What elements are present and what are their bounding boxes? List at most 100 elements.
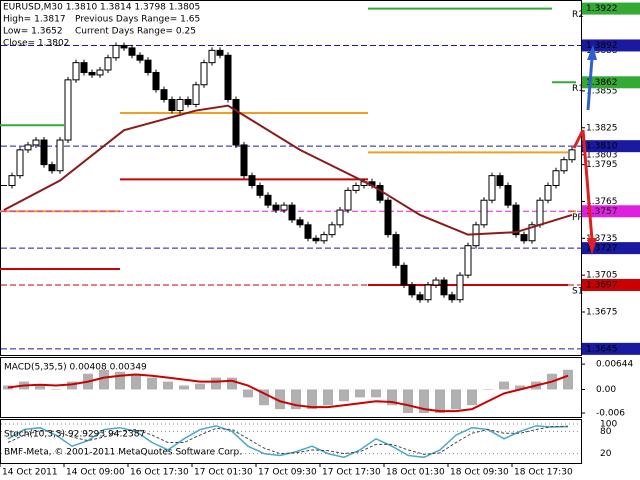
x-tick-label: 14 Oct 09:00 xyxy=(66,468,125,478)
y-tick-label: 80 xyxy=(600,427,612,437)
macd-bar xyxy=(99,369,109,390)
candle xyxy=(256,184,264,196)
level-label: 1.3727 xyxy=(586,244,618,254)
y-tick-label: 1.3855 xyxy=(586,86,618,96)
candle xyxy=(40,139,48,166)
candle xyxy=(456,274,464,301)
main-panel xyxy=(0,0,582,356)
candle xyxy=(312,237,320,242)
x-tick-label: 14 Oct 2011 xyxy=(2,468,58,478)
candle xyxy=(560,159,568,172)
cur-range: Current Days Range= 0.25 xyxy=(75,27,196,37)
level-box xyxy=(582,140,640,153)
y-tick-label: 1.3803 xyxy=(586,150,618,160)
candle xyxy=(328,224,336,236)
macd-bar xyxy=(243,389,253,398)
up-arrow-head xyxy=(587,45,597,60)
moving-average xyxy=(3,104,573,236)
copyright: BMF-Meta, © 2001-2011 MetaQuotes Softwar… xyxy=(4,448,242,458)
y-tick-label: 0.00644 xyxy=(596,360,633,370)
candle xyxy=(168,98,176,112)
candle xyxy=(408,284,416,296)
level-box xyxy=(582,2,640,15)
y-tick-label: 1.3795 xyxy=(586,160,618,170)
candle xyxy=(144,59,152,73)
candle xyxy=(296,219,304,226)
level-label: 1.3922 xyxy=(586,4,618,14)
macd-bar xyxy=(339,389,349,402)
level-box xyxy=(582,242,640,255)
macd-bar xyxy=(355,389,365,398)
y-tick-label: 1.3675 xyxy=(586,308,618,318)
candle xyxy=(56,139,64,172)
down-arrow-head xyxy=(587,238,597,255)
high-info: High= 1.3817 xyxy=(3,15,66,25)
up-arrow xyxy=(586,57,594,111)
macd-bar xyxy=(227,377,237,390)
macd-bar xyxy=(291,389,301,410)
candle xyxy=(544,184,552,201)
candle xyxy=(80,62,88,73)
macd-bar xyxy=(387,389,397,406)
candle xyxy=(208,49,216,64)
candle xyxy=(392,234,400,266)
y-tick-label: 20 xyxy=(600,449,612,459)
y-tick-label: 1.3735 xyxy=(586,234,618,244)
candle xyxy=(400,264,408,286)
prev-range: Previous Days Range= 1.65 xyxy=(75,15,200,25)
macd-bar xyxy=(323,389,333,406)
macd-bar xyxy=(131,373,141,390)
level-label: 1.3810 xyxy=(586,142,618,152)
candle xyxy=(224,54,232,100)
candle xyxy=(112,44,120,59)
candle xyxy=(264,194,272,206)
candle xyxy=(448,294,456,301)
macd-title: MACD(5,35,5) 0.00408 0.00349 xyxy=(4,363,147,373)
candle xyxy=(216,49,224,56)
candle xyxy=(552,170,560,186)
macd-bar xyxy=(499,381,509,390)
candle xyxy=(536,199,544,226)
candle xyxy=(8,175,16,186)
symbol-info: EURUSD,M30 1.3810 1.3814 1.3798 1.3805 xyxy=(3,3,200,13)
stoch-panel xyxy=(0,419,582,464)
level-box xyxy=(582,342,640,355)
candle xyxy=(432,279,440,286)
candle xyxy=(520,234,528,242)
level-box xyxy=(582,76,640,89)
stoch-line xyxy=(7,425,569,455)
macd-bar xyxy=(115,371,125,390)
candle xyxy=(248,175,256,186)
macd-bar xyxy=(419,389,429,414)
x-tick-label: 18 Oct 09:30 xyxy=(450,468,509,478)
candle xyxy=(512,204,520,236)
candle xyxy=(304,224,312,239)
macd-bar xyxy=(147,377,157,390)
candle xyxy=(200,62,208,86)
candle xyxy=(424,284,432,301)
y-tick-label: 1.3825 xyxy=(586,123,618,133)
macd-bar xyxy=(51,389,61,390)
candle xyxy=(104,57,112,71)
level-label: 1.3645 xyxy=(586,344,618,354)
macd-signal xyxy=(7,373,569,413)
candle xyxy=(184,98,192,105)
candle xyxy=(440,279,448,296)
candle xyxy=(488,175,496,201)
candle xyxy=(96,69,104,76)
level-label: 1.3697 xyxy=(586,280,618,290)
candle xyxy=(232,98,240,146)
macd-bar xyxy=(307,389,317,410)
candle xyxy=(416,294,424,301)
candle xyxy=(352,184,360,191)
macd-bar xyxy=(435,389,445,414)
low-info: Low= 1.3652 xyxy=(3,27,63,37)
candle xyxy=(152,71,160,91)
candle xyxy=(16,149,24,177)
x-tick-label: 18 Oct 01:30 xyxy=(386,468,445,478)
candle xyxy=(136,54,144,61)
macd-bar xyxy=(35,385,45,390)
y-tick-label: 100 xyxy=(600,420,617,430)
macd-bar xyxy=(195,383,205,390)
